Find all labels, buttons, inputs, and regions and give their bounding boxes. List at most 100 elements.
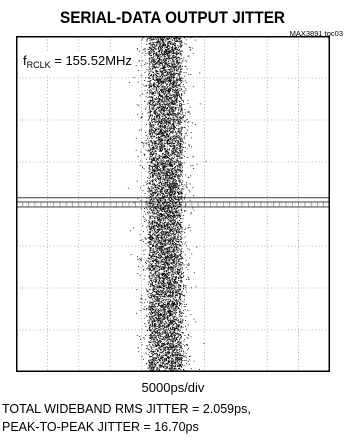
jitter-sample: [181, 104, 183, 106]
jitter-sample: [174, 175, 176, 176]
jitter-sample: [156, 312, 158, 314]
jitter-sample: [150, 340, 152, 342]
jitter-sample: [149, 158, 151, 160]
jitter-sample: [156, 298, 158, 299]
jitter-sample: [175, 346, 177, 348]
jitter-sample: [151, 59, 153, 61]
jitter-sample: [154, 325, 156, 326]
jitter-sample: [175, 319, 177, 320]
jitter-sample: [148, 293, 150, 294]
jitter-sample: [171, 216, 173, 218]
jitter-sample: [146, 182, 148, 184]
jitter-sample: [153, 67, 155, 69]
jitter-sample: [171, 50, 173, 52]
jitter-sample: [171, 332, 173, 334]
jitter-sample: [177, 130, 179, 132]
jitter-sample: [154, 364, 156, 366]
jitter-sample: [179, 43, 181, 44]
jitter-sample: [155, 278, 157, 280]
jitter-sample: [179, 280, 181, 282]
jitter-sample: [158, 231, 159, 233]
jitter-sample: [151, 284, 153, 285]
jitter-sample: [174, 236, 176, 238]
jitter-sample: [159, 67, 161, 69]
jitter-sample: [160, 209, 162, 211]
jitter-sample: [167, 353, 169, 355]
jitter-sample: [150, 132, 151, 134]
jitter-sample: [173, 362, 175, 364]
jitter-sample: [147, 260, 149, 262]
jitter-sample: [149, 150, 151, 152]
jitter-sample: [171, 72, 173, 74]
jitter-sample: [159, 120, 160, 122]
jitter-sample: [172, 119, 174, 121]
jitter-sample: [150, 84, 152, 86]
jitter-sample: [139, 129, 140, 131]
jitter-sample: [167, 277, 169, 279]
jitter-sample: [159, 100, 160, 102]
jitter-sample: [165, 223, 167, 225]
jitter-sample: [184, 133, 186, 135]
jitter-sample: [148, 328, 150, 329]
jitter-sample: [185, 241, 187, 243]
jitter-sample: [159, 42, 161, 44]
jitter-sample: [155, 84, 157, 86]
jitter-sample: [168, 49, 170, 51]
jitter-sample: [155, 104, 156, 106]
jitter-sample: [155, 206, 157, 208]
jitter-sample: [178, 363, 180, 365]
jitter-sample: [165, 88, 167, 90]
jitter-sample: [155, 296, 156, 298]
jitter-sample: [158, 143, 159, 145]
jitter-sample: [157, 202, 159, 203]
jitter-sample: [180, 346, 182, 348]
jitter-sample: [148, 199, 150, 201]
jitter-sample: [160, 108, 162, 109]
jitter-sample: [152, 154, 153, 156]
jitter-sample: [158, 283, 159, 285]
jitter-sample: [173, 265, 175, 267]
jitter-sample: [167, 164, 169, 166]
jitter-sample: [188, 112, 190, 113]
jitter-sample: [173, 145, 175, 147]
jitter-sample: [157, 222, 159, 224]
jitter-sample: [171, 267, 173, 269]
jitter-sample: [176, 198, 178, 200]
jitter-sample: [171, 143, 173, 145]
jitter-sample: [166, 276, 168, 278]
jitter-sample: [171, 321, 173, 323]
jitter-sample: [166, 104, 168, 106]
jitter-sample: [150, 228, 152, 229]
jitter-sample: [138, 258, 140, 260]
jitter-sample: [165, 77, 167, 79]
jitter-sample: [167, 240, 169, 242]
jitter-sample: [181, 168, 183, 170]
jitter-sample: [160, 226, 162, 228]
jitter-sample: [168, 37, 170, 39]
jitter-sample: [143, 254, 145, 255]
jitter-sample: [166, 232, 168, 234]
jitter-sample: [188, 144, 190, 146]
jitter-sample: [148, 220, 150, 222]
jitter-sample: [180, 81, 182, 83]
jitter-sample: [152, 167, 154, 169]
jitter-sample: [180, 140, 182, 142]
jitter-sample: [172, 181, 174, 183]
jitter-sample: [163, 343, 165, 345]
jitter-sample: [177, 259, 179, 260]
jitter-sample: [166, 251, 168, 253]
jitter-sample: [166, 273, 168, 275]
jitter-sample: [159, 323, 161, 325]
jitter-sample: [152, 181, 154, 183]
jitter-sample: [151, 161, 153, 163]
jitter-sample: [177, 273, 179, 274]
jitter-sample: [165, 81, 167, 83]
jitter-sample: [169, 168, 171, 170]
jitter-sample: [170, 331, 171, 333]
jitter-sample: [151, 322, 153, 323]
jitter-sample: [170, 305, 172, 307]
jitter-sample: [179, 117, 181, 119]
jitter-sample: [176, 262, 177, 264]
jitter-sample: [179, 255, 181, 257]
jitter-sample: [154, 201, 156, 203]
